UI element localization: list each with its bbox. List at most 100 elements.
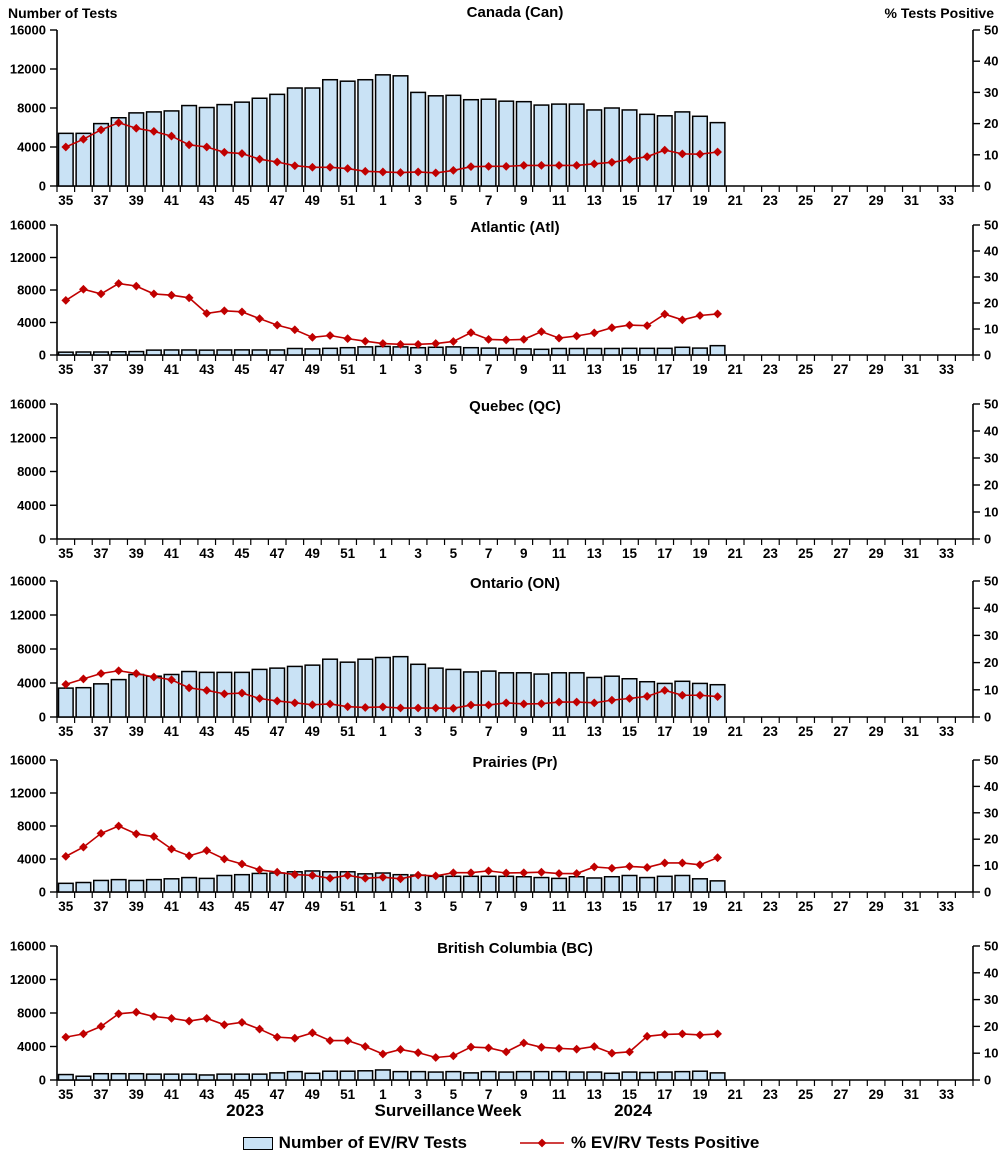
svg-text:4000: 4000 bbox=[17, 498, 46, 513]
svg-text:45: 45 bbox=[234, 193, 250, 208]
svg-text:10: 10 bbox=[984, 322, 998, 337]
svg-text:15: 15 bbox=[622, 362, 638, 377]
svg-text:29: 29 bbox=[869, 899, 884, 914]
svg-text:5: 5 bbox=[450, 724, 458, 739]
svg-text:0: 0 bbox=[984, 1073, 991, 1088]
legend-item-percent-positive: % EV/RV Tests Positive bbox=[519, 1133, 759, 1153]
svg-text:29: 29 bbox=[869, 193, 884, 208]
svg-text:49: 49 bbox=[305, 546, 320, 561]
svg-text:25: 25 bbox=[798, 362, 814, 377]
svg-text:39: 39 bbox=[129, 899, 144, 914]
svg-text:20: 20 bbox=[984, 478, 998, 493]
svg-text:7: 7 bbox=[485, 362, 493, 377]
svg-text:12000: 12000 bbox=[10, 786, 46, 801]
panel-title-quebec: Quebec (QC) bbox=[469, 398, 561, 415]
svg-text:43: 43 bbox=[199, 546, 215, 561]
svg-text:31: 31 bbox=[904, 1087, 920, 1102]
svg-text:21: 21 bbox=[728, 362, 744, 377]
svg-text:39: 39 bbox=[129, 546, 144, 561]
svg-text:16000: 16000 bbox=[10, 218, 46, 233]
svg-text:51: 51 bbox=[340, 724, 356, 739]
svg-text:40: 40 bbox=[984, 965, 998, 980]
svg-text:47: 47 bbox=[270, 1087, 285, 1102]
svg-text:51: 51 bbox=[340, 1087, 356, 1102]
year-label-2023: 2023 bbox=[226, 1101, 264, 1120]
svg-text:45: 45 bbox=[234, 724, 250, 739]
svg-text:20: 20 bbox=[984, 296, 998, 311]
svg-text:5: 5 bbox=[450, 1087, 458, 1102]
svg-text:4000: 4000 bbox=[17, 315, 46, 330]
svg-text:49: 49 bbox=[305, 899, 320, 914]
svg-text:12000: 12000 bbox=[10, 250, 46, 265]
svg-text:21: 21 bbox=[728, 193, 744, 208]
svg-text:37: 37 bbox=[94, 546, 109, 561]
svg-text:30: 30 bbox=[984, 805, 998, 820]
svg-text:23: 23 bbox=[763, 1087, 779, 1102]
svg-text:0: 0 bbox=[39, 710, 46, 725]
svg-text:45: 45 bbox=[234, 362, 250, 377]
svg-text:13: 13 bbox=[587, 546, 603, 561]
svg-text:8000: 8000 bbox=[17, 1006, 46, 1021]
svg-text:11: 11 bbox=[552, 899, 567, 914]
svg-text:7: 7 bbox=[485, 546, 493, 561]
svg-text:43: 43 bbox=[199, 362, 215, 377]
svg-text:17: 17 bbox=[657, 724, 672, 739]
svg-text:1: 1 bbox=[379, 1087, 387, 1102]
svg-text:50: 50 bbox=[984, 218, 998, 233]
svg-text:47: 47 bbox=[270, 193, 285, 208]
svg-text:0: 0 bbox=[984, 179, 991, 194]
svg-text:30: 30 bbox=[984, 85, 998, 100]
svg-text:0: 0 bbox=[984, 885, 991, 900]
svg-text:1: 1 bbox=[379, 724, 387, 739]
svg-text:17: 17 bbox=[657, 1087, 672, 1102]
svg-text:25: 25 bbox=[798, 546, 814, 561]
svg-text:33: 33 bbox=[939, 724, 955, 739]
left-axis-title: Number of Tests bbox=[8, 5, 118, 21]
svg-text:19: 19 bbox=[692, 193, 707, 208]
svg-text:8000: 8000 bbox=[17, 101, 46, 116]
svg-text:40: 40 bbox=[984, 601, 998, 616]
svg-text:10: 10 bbox=[984, 505, 998, 520]
svg-text:33: 33 bbox=[939, 546, 955, 561]
svg-text:12000: 12000 bbox=[10, 972, 46, 987]
svg-text:33: 33 bbox=[939, 362, 955, 377]
right-axis-title: % Tests Positive bbox=[884, 5, 994, 21]
svg-text:33: 33 bbox=[939, 899, 955, 914]
line-diamond-swatch-icon bbox=[519, 1138, 564, 1148]
svg-text:11: 11 bbox=[552, 1087, 567, 1102]
svg-text:40: 40 bbox=[984, 424, 998, 439]
svg-text:45: 45 bbox=[234, 1087, 250, 1102]
svg-text:7: 7 bbox=[485, 724, 493, 739]
svg-text:21: 21 bbox=[728, 724, 744, 739]
svg-text:11: 11 bbox=[552, 546, 567, 561]
panel-title-prairies: Prairies (Pr) bbox=[472, 754, 558, 771]
svg-text:7: 7 bbox=[485, 1087, 493, 1102]
svg-text:10: 10 bbox=[984, 1046, 998, 1061]
svg-text:31: 31 bbox=[904, 362, 920, 377]
svg-text:12000: 12000 bbox=[10, 608, 46, 623]
svg-text:9: 9 bbox=[520, 1087, 528, 1102]
svg-text:23: 23 bbox=[763, 362, 779, 377]
year-label-2024: 2024 bbox=[614, 1101, 652, 1120]
svg-text:5: 5 bbox=[450, 193, 458, 208]
svg-text:50: 50 bbox=[984, 753, 998, 768]
svg-text:4000: 4000 bbox=[17, 676, 46, 691]
svg-text:9: 9 bbox=[520, 193, 528, 208]
svg-text:16000: 16000 bbox=[10, 23, 46, 38]
svg-text:0: 0 bbox=[39, 348, 46, 363]
svg-text:50: 50 bbox=[984, 23, 998, 38]
svg-text:4000: 4000 bbox=[17, 852, 46, 867]
svg-text:21: 21 bbox=[728, 1087, 744, 1102]
svg-text:25: 25 bbox=[798, 724, 814, 739]
svg-text:17: 17 bbox=[657, 899, 672, 914]
svg-text:5: 5 bbox=[450, 899, 458, 914]
svg-text:19: 19 bbox=[692, 724, 707, 739]
svg-text:27: 27 bbox=[833, 899, 848, 914]
legend-line-label: % EV/RV Tests Positive bbox=[570, 1133, 760, 1152]
svg-text:15: 15 bbox=[622, 1087, 638, 1102]
svg-text:23: 23 bbox=[763, 899, 779, 914]
svg-text:0: 0 bbox=[39, 1073, 46, 1088]
svg-text:41: 41 bbox=[164, 724, 180, 739]
svg-text:16000: 16000 bbox=[10, 753, 46, 768]
